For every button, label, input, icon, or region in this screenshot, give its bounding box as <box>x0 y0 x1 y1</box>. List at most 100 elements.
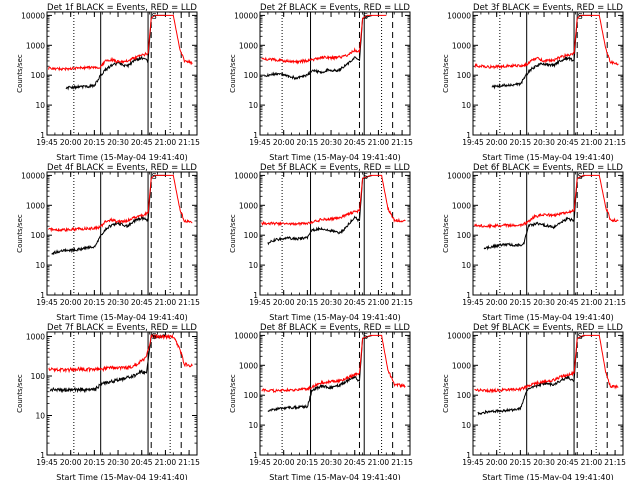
x-axis-label: Start Time (15-May-04 19:41:40) <box>56 153 187 162</box>
y-tick-label: 1 <box>40 131 45 140</box>
detector-panel: Det 5f BLACK = Events, RED = LLD Counts/s… <box>229 163 413 322</box>
y-tick-label: 1 <box>253 291 258 300</box>
x-tick-label: 21:15 <box>604 138 626 147</box>
y-axis-label: Counts/sec <box>442 374 450 413</box>
x-tick-label: 20:00 <box>486 458 508 467</box>
x-axis-label: Start Time (15-May-04 19:41:40) <box>482 473 613 480</box>
x-tick-label: 20:45 <box>344 458 366 467</box>
x-tick-label: 19:45 <box>462 298 484 307</box>
y-tick-label: 100 <box>457 391 472 400</box>
x-tick-label: 20:00 <box>60 458 82 467</box>
x-axis-label: Start Time (15-May-04 19:41:40) <box>482 153 613 162</box>
x-tick-label: 20:00 <box>486 138 508 147</box>
y-axis-label: Counts/sec <box>16 54 24 93</box>
x-tick-label: 20:00 <box>273 298 295 307</box>
y-tick-label: 100 <box>31 372 46 381</box>
y-tick-label: 10 <box>461 261 471 270</box>
y-tick-label: 100 <box>244 391 259 400</box>
y-tick-label: 1 <box>253 131 258 140</box>
x-tick-label: 20:00 <box>60 298 82 307</box>
y-tick-label: 1000 <box>452 201 471 210</box>
y-tick-label: 1000 <box>26 333 45 342</box>
lld-series-line <box>474 14 619 70</box>
y-tick-label: 1000 <box>26 201 45 210</box>
y-tick-label: 10000 <box>447 331 471 340</box>
x-tick-label: 20:45 <box>344 298 366 307</box>
x-tick-label: 20:45 <box>557 138 579 147</box>
x-tick-label: 21:15 <box>178 138 200 147</box>
x-tick-label: 20:15 <box>297 138 319 147</box>
y-tick-label: 10000 <box>234 11 258 20</box>
x-tick-label: 20:00 <box>60 138 82 147</box>
panel-title: Det 1f BLACK = Events, RED = LLD <box>47 3 197 13</box>
x-tick-label: 21:00 <box>155 458 177 467</box>
y-tick-label: 1000 <box>26 41 45 50</box>
x-tick-label: 21:15 <box>391 298 413 307</box>
panel-title: Det 9f BLACK = Events, RED = LLD <box>473 323 623 333</box>
x-tick-label: 20:00 <box>273 458 295 467</box>
x-tick-label: 20:15 <box>84 298 106 307</box>
x-axis-label: Start Time (15-May-04 19:41:40) <box>482 313 613 322</box>
panel-title: Det 4f BLACK = Events, RED = LLD <box>47 163 197 173</box>
x-tick-label: 20:30 <box>533 458 555 467</box>
lld-series-line <box>474 174 619 229</box>
events-series-line <box>267 334 373 412</box>
detector-panel: Det 7f BLACK = Events, RED = LLD Counts/s… <box>16 323 200 480</box>
plot-frame <box>472 331 624 456</box>
x-tick-label: 20:30 <box>533 298 555 307</box>
x-tick-label: 21:15 <box>604 298 626 307</box>
plateau-label: S <box>152 332 157 341</box>
x-tick-label: 20:30 <box>107 458 129 467</box>
plateau-label: S <box>578 12 583 21</box>
panel-title: Det 7f BLACK = Events, RED = LLD <box>47 323 197 333</box>
lld-series-line <box>48 14 193 72</box>
detector-panel: Det 6f BLACK = Events, RED = LLD Counts/s… <box>442 163 626 322</box>
y-tick-label: 100 <box>244 71 259 80</box>
detector-panel: Det 2f BLACK = Events, RED = LLD Counts/s… <box>229 3 413 162</box>
x-axis-label: Start Time (15-May-04 19:41:40) <box>269 153 400 162</box>
plateau-label: S <box>152 172 157 181</box>
x-tick-label: 19:45 <box>249 458 271 467</box>
x-tick-label: 20:45 <box>131 138 153 147</box>
detector-panel: Det 3f BLACK = Events, RED = LLD Counts/s… <box>442 3 626 162</box>
x-tick-label: 20:45 <box>557 458 579 467</box>
x-tick-label: 21:15 <box>604 458 626 467</box>
x-tick-label: 19:45 <box>249 138 271 147</box>
lld-series-line <box>48 333 193 374</box>
y-axis-label: Counts/sec <box>442 214 450 253</box>
x-tick-label: 20:45 <box>344 138 366 147</box>
x-axis-label: Start Time (15-May-04 19:41:40) <box>56 313 187 322</box>
y-axis-label: Counts/sec <box>229 374 237 413</box>
plateau-label: S <box>578 172 583 181</box>
plateau-label: S <box>363 332 368 341</box>
y-tick-label: 1 <box>40 291 45 300</box>
y-tick-label: 1 <box>466 131 471 140</box>
y-tick-label: 10000 <box>447 11 471 20</box>
plot-frame <box>46 171 198 296</box>
y-tick-label: 10000 <box>447 171 471 180</box>
plateau-label: S <box>363 12 368 21</box>
y-tick-label: 10 <box>248 421 258 430</box>
lld-series-line <box>474 334 619 394</box>
x-tick-label: 20:15 <box>84 458 106 467</box>
y-tick-label: 100 <box>457 71 472 80</box>
x-axis-label: Start Time (15-May-04 19:41:40) <box>269 313 400 322</box>
plot-frame <box>259 11 411 136</box>
y-tick-label: 100 <box>457 231 472 240</box>
y-axis-label: Counts/sec <box>229 214 237 253</box>
x-tick-label: 21:15 <box>391 138 413 147</box>
plot-frame <box>46 11 198 136</box>
y-axis-label: Counts/sec <box>16 214 24 253</box>
events-series-line <box>264 14 373 81</box>
x-tick-label: 20:30 <box>320 458 342 467</box>
plateau-label: S <box>152 12 157 21</box>
y-tick-label: 1000 <box>239 41 258 50</box>
x-tick-label: 20:30 <box>107 298 129 307</box>
x-tick-label: 21:00 <box>368 298 390 307</box>
plot-frame <box>46 331 198 456</box>
y-tick-label: 10 <box>35 101 45 110</box>
events-series-line <box>65 14 166 91</box>
x-tick-label: 19:45 <box>249 298 271 307</box>
x-tick-label: 21:00 <box>155 138 177 147</box>
panel-title: Det 3f BLACK = Events, RED = LLD <box>473 3 623 13</box>
